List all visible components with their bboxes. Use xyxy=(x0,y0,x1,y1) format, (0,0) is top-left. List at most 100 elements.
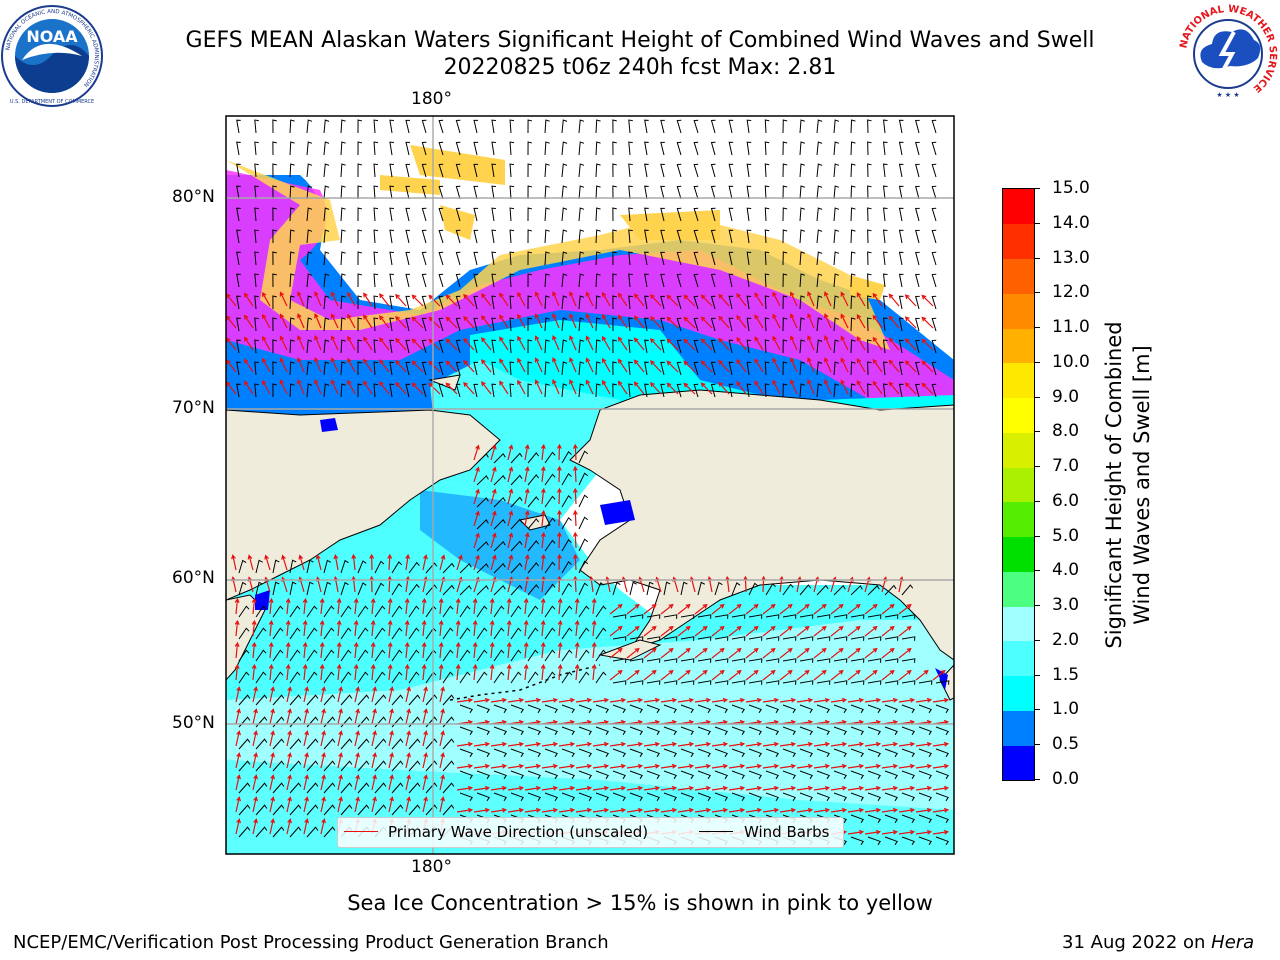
wave-direction-arrow xyxy=(473,466,480,483)
wind-barb xyxy=(850,792,864,802)
wind-barb xyxy=(306,295,313,310)
wave-direction-arrow xyxy=(694,741,712,747)
wind-barb xyxy=(272,229,277,244)
wind-barb xyxy=(578,163,585,178)
wind-barb xyxy=(867,207,872,222)
wind-barb xyxy=(323,273,330,288)
wave-direction-arrow xyxy=(302,641,308,659)
wave-direction-arrow xyxy=(872,292,883,307)
wind-barb xyxy=(660,141,665,156)
wave-direction-arrow xyxy=(915,785,933,791)
wave-direction-arrow xyxy=(303,730,309,747)
wind-barb xyxy=(931,317,937,332)
page-subtitle: 20220825 t06z 240h fcst Max: 2.81 xyxy=(443,55,837,80)
wind-barb xyxy=(799,636,814,641)
wave-direction-arrow xyxy=(347,357,356,373)
wave-direction-arrow xyxy=(921,294,934,307)
wave-direction-arrow xyxy=(694,807,712,813)
wind-barb xyxy=(612,748,626,758)
wind-barb xyxy=(272,317,277,332)
wave-direction-arrow xyxy=(395,315,407,329)
wind-barb xyxy=(408,649,420,662)
wind-barb xyxy=(728,229,734,244)
colorbar-tick-label: 11.0 xyxy=(1052,317,1090,338)
wind-barb xyxy=(509,339,515,354)
wave-direction-arrow xyxy=(856,291,866,307)
wind-barb xyxy=(459,704,473,714)
wave-direction-arrow xyxy=(379,359,390,373)
wind-barb xyxy=(455,141,461,156)
wave-direction-arrow xyxy=(591,641,597,659)
wind-barb xyxy=(306,760,319,772)
wind-barb xyxy=(931,141,937,156)
wave-direction-arrow xyxy=(847,697,865,703)
lat-label-50: 50°N xyxy=(172,713,215,733)
wind-barb xyxy=(340,760,353,772)
wind-barb xyxy=(901,704,915,714)
wind-barb xyxy=(421,295,427,310)
wave-direction-arrow xyxy=(847,741,865,747)
wave-direction-arrow xyxy=(881,647,895,659)
wind-barb xyxy=(421,141,427,156)
wave-direction-arrow xyxy=(473,444,480,461)
wind-barb xyxy=(898,119,904,134)
wave-direction-arrow xyxy=(779,625,793,637)
wave-direction-arrow xyxy=(796,763,814,769)
wind-barb xyxy=(714,680,729,685)
wave-direction-arrow xyxy=(279,335,288,351)
wind-barb xyxy=(748,658,763,663)
wave-direction-arrow xyxy=(864,763,882,769)
wind-barb xyxy=(527,273,533,288)
wave-direction-arrow xyxy=(333,554,339,571)
wind-barb xyxy=(578,770,592,780)
wind-barb xyxy=(306,339,313,354)
wave-direction-arrow xyxy=(617,336,628,351)
wind-barb xyxy=(254,273,259,288)
wind-barb xyxy=(816,273,823,288)
wind-barb xyxy=(476,497,489,508)
wind-barb xyxy=(421,207,427,222)
wind-barb xyxy=(629,636,644,641)
wave-direction-arrow xyxy=(728,741,746,747)
wind-barb xyxy=(931,185,937,200)
colorbar-tick-mark xyxy=(1034,605,1040,607)
wave-direction-arrow xyxy=(337,796,343,813)
wave-direction-arrow xyxy=(921,338,934,351)
wave-direction-arrow xyxy=(677,697,695,703)
wave-direction-arrow xyxy=(534,313,543,329)
wind-barb xyxy=(357,361,363,376)
wind-barb xyxy=(561,273,568,288)
wind-barb xyxy=(255,694,268,706)
wind-barb xyxy=(663,704,677,714)
wave-direction-arrow xyxy=(404,597,410,615)
wave-direction-arrow xyxy=(279,357,288,373)
colorbar xyxy=(1002,188,1035,781)
wave-direction-arrow xyxy=(268,641,274,659)
wind-barb xyxy=(595,163,601,178)
wind-barb xyxy=(272,694,285,706)
wave-direction-arrow xyxy=(779,669,793,681)
wind-barb xyxy=(561,119,568,134)
wind-barb xyxy=(389,229,394,244)
wind-barb xyxy=(255,581,263,596)
wind-barb xyxy=(816,317,823,332)
wind-barb xyxy=(931,273,937,288)
wind-barb xyxy=(782,229,788,244)
wind-barb xyxy=(544,339,550,354)
wave-direction-arrow xyxy=(473,763,491,769)
run-date-text: 31 Aug 2022 on xyxy=(1062,932,1212,953)
wind-barb xyxy=(931,339,937,354)
wind-barb xyxy=(438,141,444,156)
wind-barb xyxy=(408,760,421,772)
wind-barb xyxy=(238,649,250,662)
colorbar-tick-label: 1.5 xyxy=(1052,664,1080,685)
wave-direction-arrow xyxy=(499,380,509,395)
wind-barb xyxy=(373,207,379,222)
wind-barb xyxy=(816,361,823,376)
wind-barb xyxy=(254,229,259,244)
wave-direction-arrow xyxy=(683,294,696,307)
wind-barb xyxy=(578,748,592,758)
wind-barb xyxy=(389,383,394,398)
wind-barb xyxy=(728,141,734,156)
wind-barb xyxy=(867,726,881,736)
